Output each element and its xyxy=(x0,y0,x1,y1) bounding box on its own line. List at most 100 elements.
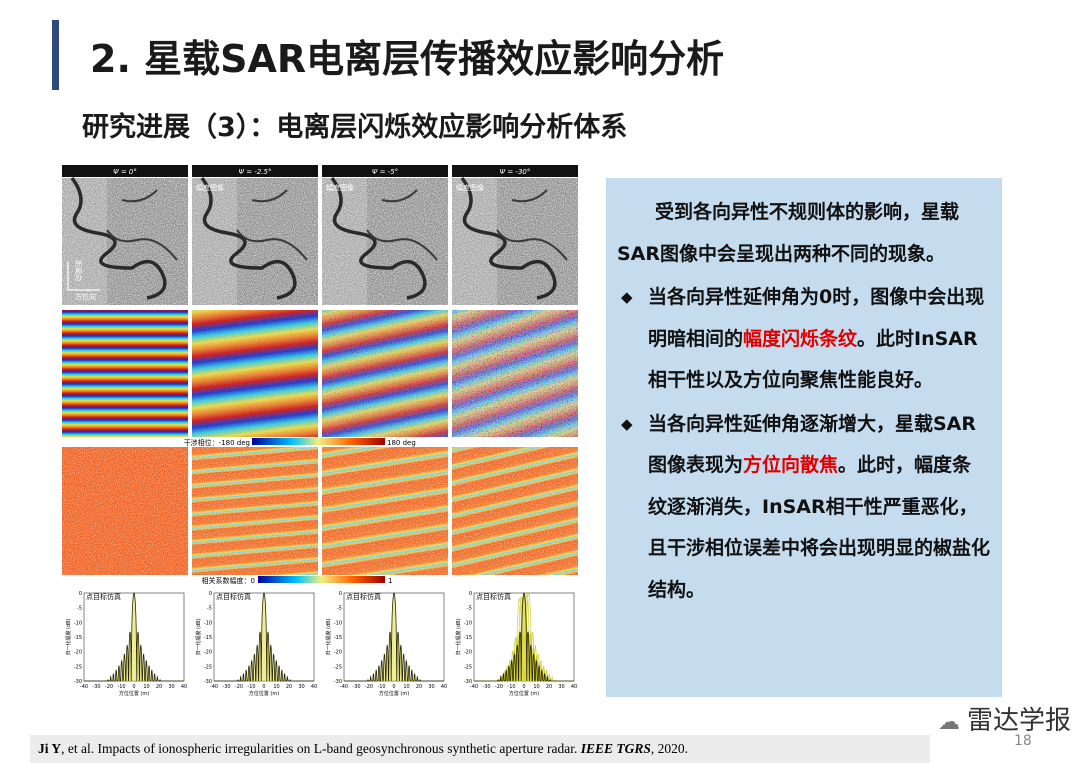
psf-title: 点目标仿真 xyxy=(216,592,251,601)
psf-y-tick: 0 xyxy=(469,591,472,597)
psf-x-tick: 20 xyxy=(416,684,422,690)
psf-fill xyxy=(474,593,574,681)
psf-x-tick: -40 xyxy=(210,684,218,690)
coherence-noise xyxy=(192,447,318,575)
accent-bar xyxy=(52,20,59,90)
psf-y-tick: -10 xyxy=(74,620,82,626)
phase-noise xyxy=(322,310,448,437)
psf-curve xyxy=(344,592,444,682)
bullet: ◆ 当各向异性延伸角为0时，图像中会出现明暗相间的幅度闪烁条纹。此时InSAR相干… xyxy=(617,277,990,402)
psf-y-tick: -5 xyxy=(337,606,342,612)
azimuth-axis-label: 方位向 xyxy=(75,292,96,301)
psf-panel xyxy=(62,587,188,705)
psf-y-tick: -25 xyxy=(464,664,472,670)
bullet-text: 。此时InSAR相干性以及方位向聚焦性能良好。 xyxy=(648,327,978,392)
slide-subtitle: 研究进展（3）：电离层闪烁效应影响分析体系 xyxy=(82,112,628,143)
psf-y-tick: -15 xyxy=(74,635,82,641)
psf-x-tick: -20 xyxy=(495,684,503,690)
reference: Ji Y, et al. Impacts of ionospheric irre… xyxy=(30,735,930,763)
psf-y-label: 归一化幅度 (dB) xyxy=(195,618,202,655)
psf-x-tick: 30 xyxy=(168,684,174,690)
river-branch xyxy=(236,189,308,261)
amplitude-label: 幅度图像 xyxy=(456,183,484,192)
psf-x-tick: 10 xyxy=(533,684,539,690)
psf-x-tick: -20 xyxy=(365,684,373,690)
psf-curve xyxy=(84,592,184,682)
psf-x-tick: 20 xyxy=(546,684,552,690)
psf-x-tick: 10 xyxy=(403,684,409,690)
column-header: Ψ = -30° xyxy=(500,168,531,176)
psf-x-tick: -40 xyxy=(340,684,348,690)
column-header-bg xyxy=(452,165,578,177)
psf-panel xyxy=(322,587,448,705)
psf-y-tick: -20 xyxy=(74,650,82,656)
psf-y-tick: -5 xyxy=(77,606,82,612)
psf-y-tick: 0 xyxy=(79,591,82,597)
psf-y-tick: -25 xyxy=(74,664,82,670)
bullet-text: 。此时，幅度条纹逐渐消失，InSAR相干性严重恶化，且干涉相位误差中将会出现明显… xyxy=(648,454,991,601)
bullet: ◆ 当各向异性延伸角逐渐增大，星载SAR图像表现为方位向散焦。此时，幅度条纹逐渐消… xyxy=(617,404,990,612)
range-axis-label: 距离向 xyxy=(74,260,83,281)
column-header: Ψ = -5° xyxy=(372,168,398,176)
bullet-text: 当各向异性延伸角逐渐增大，星载SAR图像表现为 xyxy=(648,412,977,477)
reference-text: IEEE TGRS xyxy=(580,741,651,756)
psf-x-tick: 40 xyxy=(571,684,577,690)
watermark-text: 雷达学报 xyxy=(967,706,1072,736)
river xyxy=(200,176,297,300)
coherence-colorbar-max: 1 xyxy=(388,577,392,585)
coherence-noise xyxy=(452,447,578,575)
psf-y-label: 归一化幅度 (dB) xyxy=(65,618,72,655)
highlight-text: 方位向散焦 xyxy=(743,454,839,476)
psf-x-tick: 0 xyxy=(262,684,265,690)
psf-y-tick: -10 xyxy=(204,620,212,626)
column-header-bg xyxy=(322,165,448,177)
phase-colorbar-label: 干涉相位：-180 deg xyxy=(184,438,250,447)
phase-colorbar-max: 180 deg xyxy=(387,439,416,447)
psf-y-tick: -20 xyxy=(204,650,212,656)
psf-x-tick: -40 xyxy=(80,684,88,690)
psf-curve xyxy=(214,592,314,682)
bullet-marker: ◆ xyxy=(621,414,633,433)
bullet-text: 当各向异性延伸角为0时，图像中会出现明暗相间的 xyxy=(648,286,985,350)
psf-fill xyxy=(84,593,184,681)
wechat-icon: ☁ xyxy=(938,710,967,735)
river xyxy=(70,176,167,300)
watermark: ☁ 雷达学报 xyxy=(938,700,1071,737)
amplitude-label: 幅度图像 xyxy=(326,183,354,192)
psf-y-tick: -5 xyxy=(207,606,212,612)
psf-x-tick: -20 xyxy=(235,684,243,690)
psf-fill xyxy=(214,593,314,681)
psf-x-label: 方位位置 (m) xyxy=(509,690,539,697)
psf-y-tick: -25 xyxy=(334,664,342,670)
psf-y-tick: -20 xyxy=(464,650,472,656)
psf-curve xyxy=(474,592,574,682)
psf-fill xyxy=(344,593,444,681)
column-header-bg xyxy=(192,165,318,177)
intro-text: 受到各向异性不规则体的影响，星载SAR图像中会呈现出两种不同的现象。 xyxy=(617,201,960,265)
river-branch xyxy=(366,189,438,261)
river-branch xyxy=(496,189,568,261)
psf-x-tick: 40 xyxy=(441,684,447,690)
psf-x-tick: 10 xyxy=(273,684,279,690)
psf-x-tick: 20 xyxy=(156,684,162,690)
psf-y-tick: -10 xyxy=(464,620,472,626)
psf-panel xyxy=(452,587,578,705)
psf-x-tick: -30 xyxy=(222,684,230,690)
psf-x-tick: -40 xyxy=(470,684,478,690)
psf-y-label: 归一化幅度 (dB) xyxy=(455,618,462,655)
psf-y-tick: 0 xyxy=(209,591,212,597)
column-header: Ψ = 0° xyxy=(113,168,137,176)
reference-text: Ji Y xyxy=(38,741,62,756)
psf-x-tick: 30 xyxy=(558,684,564,690)
reference-text: , 2020. xyxy=(650,741,688,756)
amplitude-label: 幅度图像 xyxy=(196,183,224,192)
psf-y-tick: -30 xyxy=(334,679,342,685)
coherence-colorbar-label: 相关系数幅度：0 xyxy=(202,576,255,585)
coherence-colorbar xyxy=(258,576,385,583)
psf-y-tick: -10 xyxy=(334,620,342,626)
psf-y-tick: -15 xyxy=(204,635,212,641)
psf-x-tick: -10 xyxy=(117,684,125,690)
psf-y-tick: -15 xyxy=(464,635,472,641)
